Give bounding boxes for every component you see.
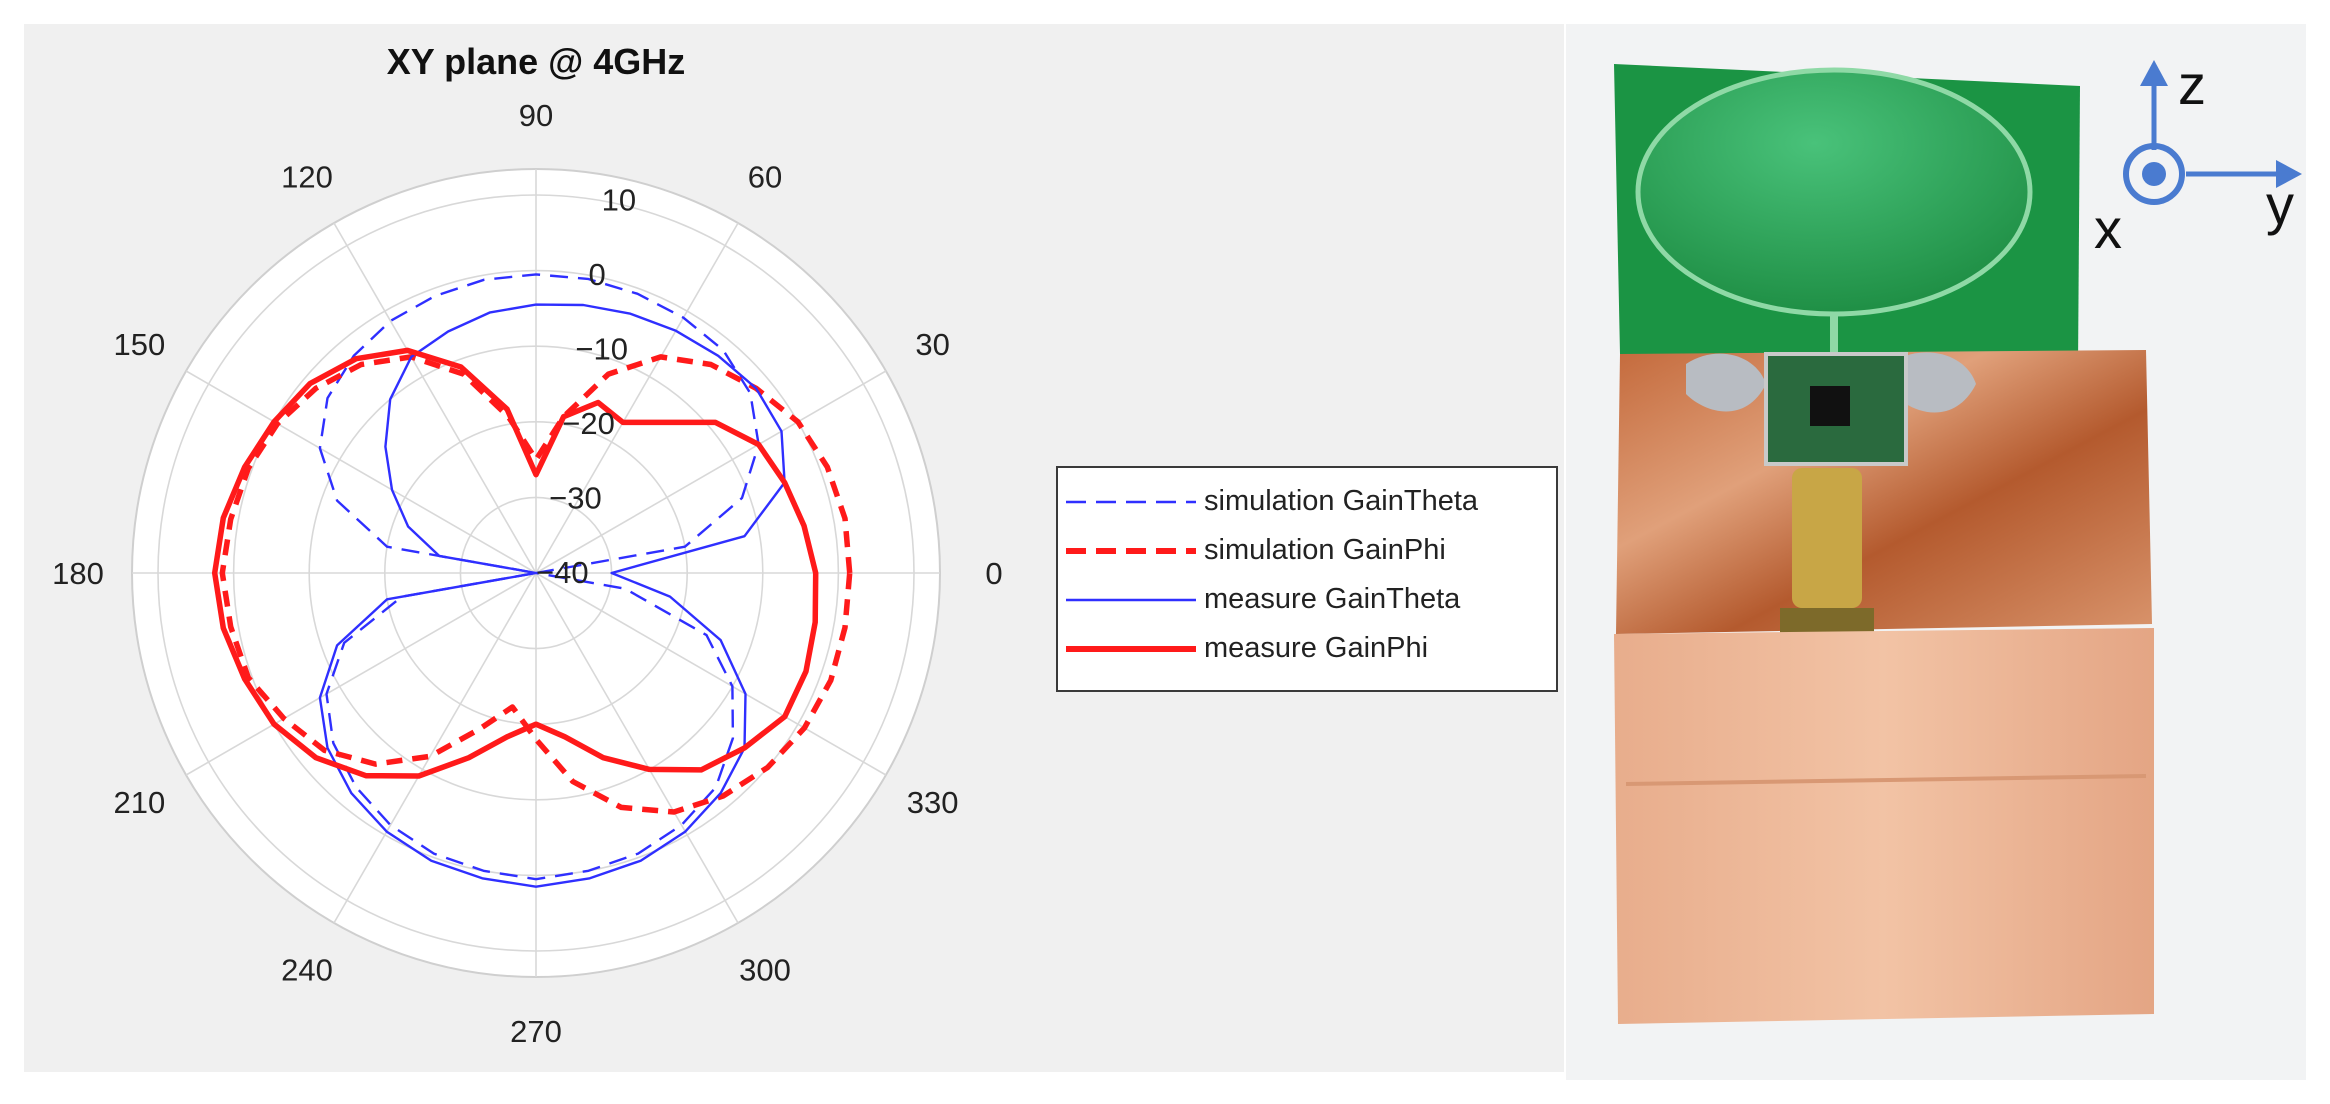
radial-tick-label: 10 <box>602 183 636 218</box>
chart-legend: simulation GainTheta simulation GainPhi … <box>1056 466 1558 692</box>
copper-tape-seam <box>1625 774 2147 786</box>
grid-spoke <box>535 572 739 924</box>
angle-tick-label: 120 <box>281 159 333 194</box>
legend-label: measure GainTheta <box>1204 583 1461 615</box>
polar-chart: XY plane @ 4GHz 0 30 60 90 120 150 180 210 240 27… <box>52 41 1002 1049</box>
antenna-patch <box>1635 67 2033 317</box>
polar-series <box>211 273 853 888</box>
angle-tick-label: 60 <box>748 159 782 194</box>
angle-tick-label: 150 <box>113 327 165 362</box>
x-axis-dot-icon <box>2142 162 2166 186</box>
grid-spoke <box>535 222 739 574</box>
angle-tick-label: 0 <box>985 556 1002 591</box>
legend-label: measure GainPhi <box>1204 632 1429 664</box>
series-line-4 <box>211 347 819 779</box>
x-axis-label: x <box>2094 197 2122 260</box>
angle-tick-label: 300 <box>739 953 791 988</box>
legend-swatch-sim-theta <box>1066 500 1196 503</box>
copper-tape-upper <box>1616 350 2152 634</box>
grid-spoke <box>185 370 537 574</box>
legend-entry: measure GainTheta <box>1058 575 1556 624</box>
y-axis-label: y <box>2266 173 2294 236</box>
antenna-photo-illustration: z x y <box>1614 53 2302 1024</box>
grid-spoke <box>535 572 887 776</box>
copper-tape-lower <box>1614 628 2154 1024</box>
radial-tick-label: −20 <box>562 406 615 441</box>
angle-tick-label: 90 <box>519 98 553 133</box>
x-axis-out-of-page-icon <box>2123 143 2185 205</box>
polar-figure-panel: XY plane @ 4GHz 0 30 60 90 120 150 180 210 240 27… <box>24 24 1564 1072</box>
legend-label: simulation GainPhi <box>1204 534 1446 566</box>
antenna-photo: z x y <box>1566 24 2306 1080</box>
angle-tick-label: 270 <box>510 1014 562 1049</box>
series-line-3 <box>318 303 786 888</box>
legend-entry: measure GainPhi <box>1058 624 1556 673</box>
solder-joint <box>1686 353 1766 412</box>
series-line-2 <box>219 354 853 815</box>
chart-title: XY plane @ 4GHz <box>387 41 686 82</box>
polar-grid <box>132 169 940 977</box>
legend-entry: simulation GainPhi <box>1058 526 1556 575</box>
legend-label: simulation GainTheta <box>1204 485 1479 517</box>
radial-tick-label: −30 <box>549 481 602 516</box>
grid-spoke <box>535 370 887 574</box>
legend-swatch-meas-theta <box>1066 598 1196 601</box>
angle-tick-label: 330 <box>907 785 959 820</box>
z-arrow-head-icon <box>2140 60 2168 86</box>
coordinate-axes: z x y <box>2094 53 2302 260</box>
radial-tick-label: −40 <box>536 555 589 590</box>
legend-entry: simulation GainTheta <box>1058 477 1556 526</box>
radial-tick-label: −10 <box>575 332 628 367</box>
legend-swatch-meas-phi <box>1066 645 1196 652</box>
angle-tick-label: 210 <box>113 785 165 820</box>
polar-tick-labels: 0 30 60 90 120 150 180 210 240 270 300 330 −40 −30 −20… <box>52 98 1002 1049</box>
grid-spoke <box>185 572 537 776</box>
grid-spoke <box>333 572 537 924</box>
grid-spoke <box>333 222 537 574</box>
legend-swatch-sim-phi <box>1066 547 1196 554</box>
solder-joint <box>1896 352 1976 413</box>
angle-tick-label: 240 <box>281 953 333 988</box>
angle-tick-label: 180 <box>52 556 104 591</box>
angle-tick-label: 30 <box>915 327 949 362</box>
z-axis-label: z <box>2178 53 2206 116</box>
y-arrow-head-icon <box>2276 160 2302 188</box>
radial-tick-label: 0 <box>589 257 606 292</box>
chip <box>1810 386 1850 426</box>
sma-connector <box>1792 468 1862 608</box>
